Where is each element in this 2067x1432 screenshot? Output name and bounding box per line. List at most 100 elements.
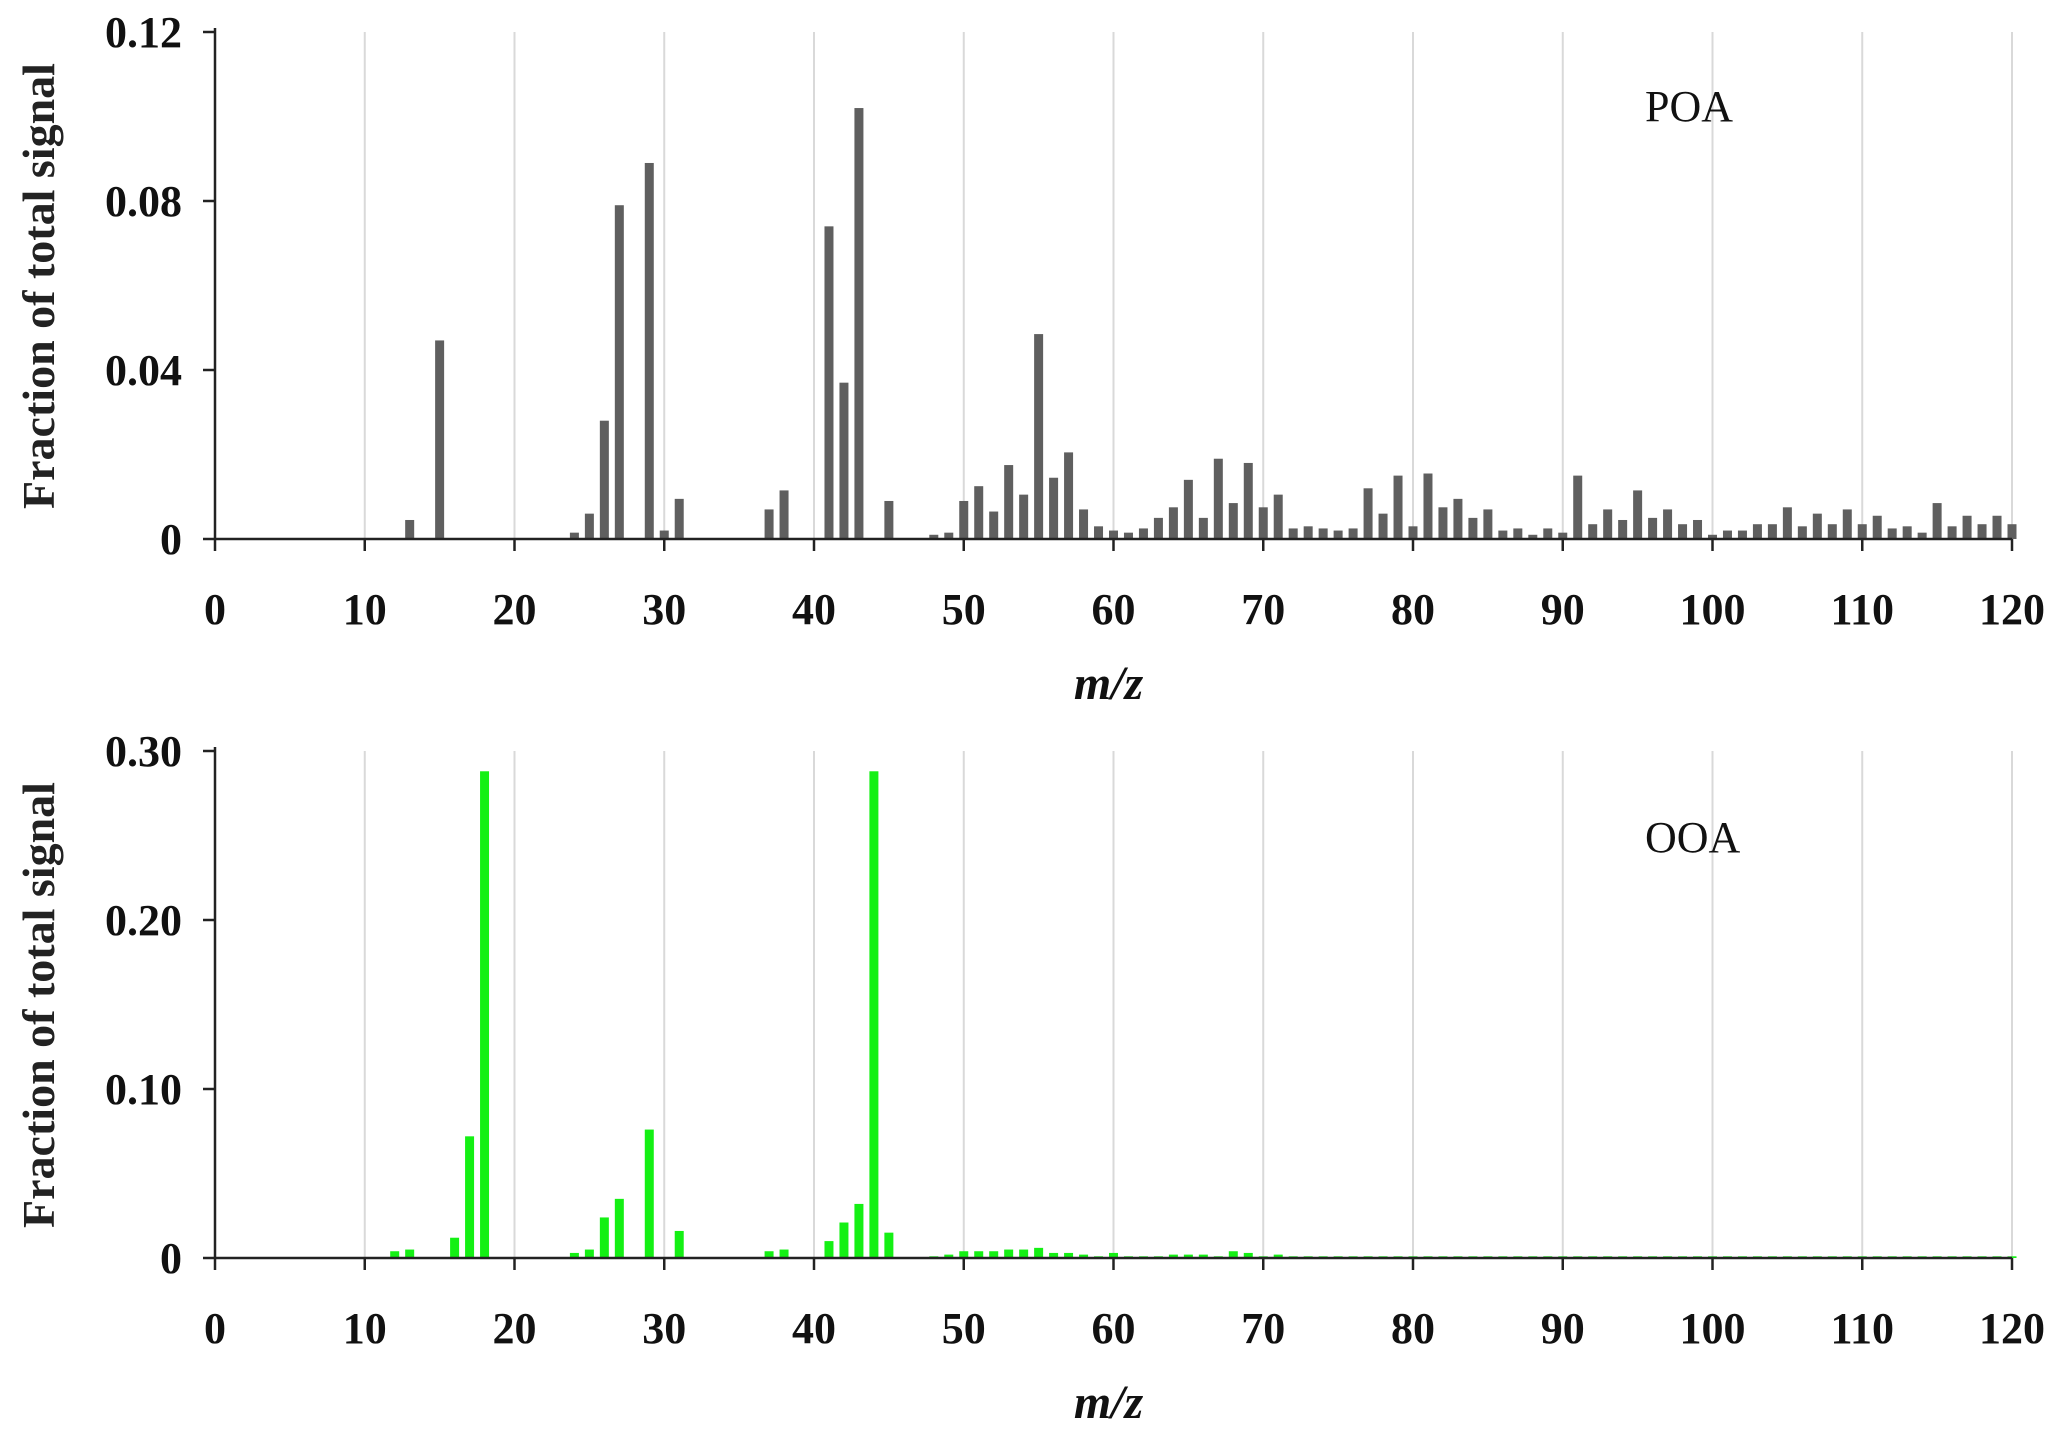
bar-mz-48 [929, 534, 939, 539]
bar-mz-53 [1004, 465, 1014, 539]
x-tick-label: 50 [942, 1304, 986, 1353]
bar-mz-86 [1498, 530, 1508, 539]
bar-mz-29 [644, 162, 654, 539]
bar-mz-119 [1992, 515, 2002, 539]
y-tick-label: 0 [160, 1234, 182, 1283]
bar-mz-56 [1049, 477, 1059, 539]
bar-mz-112 [1887, 528, 1897, 539]
bar-mz-91 [1573, 475, 1583, 539]
bar-mz-66 [1198, 1254, 1208, 1258]
x-tick-label: 110 [1830, 1304, 1894, 1353]
bar-mz-96 [1648, 517, 1658, 539]
bar-mz-87 [1513, 528, 1523, 539]
bar-mz-111 [1872, 515, 1882, 539]
bar-mz-95 [1633, 490, 1643, 539]
bar-mz-77 [1363, 488, 1373, 539]
bar-mz-99 [1693, 519, 1703, 539]
bar-mz-72 [1288, 528, 1298, 539]
x-axis-title: m/z [1074, 657, 1144, 710]
x-tick-label: 0 [204, 1304, 226, 1353]
bar-mz-50 [959, 1251, 969, 1258]
bar-mz-102 [1737, 530, 1747, 539]
bar-mz-98 [1678, 524, 1688, 539]
bar-mz-116 [1947, 526, 1957, 539]
x-tick-label: 100 [1680, 585, 1746, 634]
bar-mz-110 [1857, 524, 1867, 539]
bar-mz-106 [1797, 526, 1807, 539]
bar-mz-60 [1109, 530, 1118, 539]
x-tick-label: 30 [642, 1304, 686, 1353]
bar-mz-84 [1468, 517, 1478, 539]
bar-mz-27 [614, 205, 624, 539]
bar-mz-89 [1543, 528, 1553, 539]
y-tick-label: 0.10 [105, 1065, 182, 1114]
ooa-spectrum-panel: 0 10 20 30 40 50 60 70 80 90 100 110 120 0 0.10 0.20 0.3… [13, 727, 2045, 1429]
bar-mz-26 [599, 420, 609, 539]
y-tick-label: 0 [160, 515, 182, 564]
bar-mz-85 [1483, 509, 1493, 539]
bar-mz-62 [1138, 528, 1148, 539]
bar-mz-94 [1618, 519, 1628, 539]
bar-mz-74 [1318, 528, 1328, 539]
bar-mz-27 [614, 1198, 624, 1258]
bar-mz-73 [1303, 526, 1313, 539]
bar-mz-58 [1079, 509, 1089, 539]
bar-mz-56 [1049, 1252, 1059, 1258]
bar-mz-93 [1603, 509, 1613, 539]
bar-mz-17 [465, 1136, 475, 1258]
bar-mz-52 [989, 511, 999, 539]
bar-mz-15 [435, 340, 445, 539]
bar-mz-53 [1004, 1249, 1014, 1258]
x-tick-label: 10 [343, 1304, 387, 1353]
x-tick-label: 120 [1979, 1304, 2045, 1353]
bar-mz-49 [944, 532, 954, 539]
bar-mz-83 [1453, 498, 1463, 539]
bar-mz-66 [1198, 517, 1208, 539]
bar-mz-79 [1393, 475, 1403, 539]
bar-mz-44 [869, 771, 879, 1258]
bar-mz-24 [569, 1252, 579, 1258]
bar-mz-38 [779, 1249, 789, 1258]
bar-mz-25 [584, 513, 594, 539]
bar-mz-31 [674, 1230, 684, 1258]
x-tick-label: 80 [1391, 585, 1435, 634]
bar-mz-55 [1034, 334, 1044, 539]
bar-mz-16 [450, 1237, 460, 1258]
x-tick-label: 110 [1830, 585, 1894, 634]
y-axis-title: Fraction of total signal [13, 782, 64, 1228]
bar-mz-90 [1558, 532, 1568, 539]
x-tick-label: 60 [1092, 585, 1136, 634]
x-tick-label: 90 [1541, 585, 1585, 634]
bar-mz-41 [824, 1241, 834, 1258]
bar-mz-103 [1752, 524, 1762, 539]
x-tick-label: 50 [942, 585, 986, 634]
bar-mz-41 [824, 226, 834, 539]
x-tick-label: 70 [1241, 1304, 1285, 1353]
x-tick-label: 40 [792, 585, 836, 634]
bar-mz-100 [1708, 534, 1717, 539]
bar-mz-75 [1333, 530, 1343, 539]
bar-mz-43 [854, 108, 864, 540]
x-tick-label: 60 [1092, 1304, 1136, 1353]
bar-mz-120 [2007, 524, 2017, 539]
bar-mz-30 [659, 530, 669, 539]
bar-mz-12 [390, 1251, 400, 1258]
y-tick-label: 0.12 [105, 8, 182, 57]
bar-mz-13 [405, 1249, 415, 1258]
bar-mz-54 [1019, 494, 1029, 539]
bar-mz-13 [405, 519, 415, 539]
bar-mz-104 [1767, 524, 1777, 539]
bar-mz-64 [1168, 507, 1178, 539]
x-tick-label: 90 [1541, 1304, 1585, 1353]
bar-mz-117 [1962, 515, 1972, 539]
bar-mz-107 [1812, 513, 1822, 539]
poa-spectrum-panel: 0 10 20 30 40 50 60 70 80 90 100 110 120 0 0.04 0.08 0.1… [13, 8, 2045, 710]
bar-mz-59 [1094, 526, 1104, 539]
bar-mz-118 [1977, 524, 1987, 539]
bar-mz-88 [1528, 534, 1538, 539]
bar-mz-97 [1663, 509, 1673, 539]
x-axis-title: m/z [1074, 1376, 1144, 1429]
x-tick-label: 20 [493, 1304, 537, 1353]
x-tick-label: 80 [1391, 1304, 1435, 1353]
